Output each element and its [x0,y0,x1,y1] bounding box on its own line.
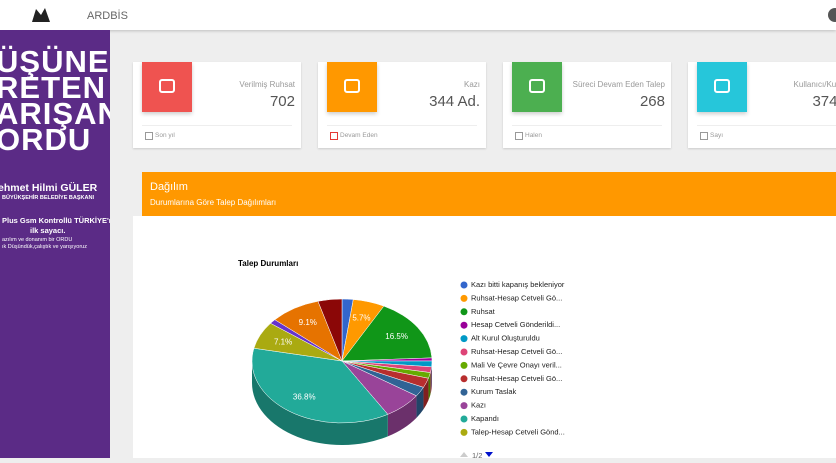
legend-prev [460,452,468,457]
legend-label: Mali Ve Çevre Onayı veril... [471,360,562,369]
card-label: Kazı [464,80,480,89]
legend-label: Kurum Taslak [471,387,517,396]
slice-label: 5.7% [352,314,370,323]
card-footer-icon [330,132,338,140]
slogan-line: ORDU [0,122,91,158]
stat-card[interactable]: Süreci Devam Eden Talep 268 Halen [503,62,671,148]
card-icon [697,62,747,112]
card-footer-icon [700,132,708,140]
legend-label: Alt Kurul Oluşturuldu [471,334,540,343]
legend-label: Ruhsat-Hesap Cetveli Gö... [471,347,562,356]
panel-title: Dağılım [150,181,188,193]
legend-label: Talep-Hesap Cetveli Gönd... [471,427,565,436]
card-footer: Halen [525,132,542,139]
person-name: ehmet Hilmi GÜLER [0,182,97,194]
sidebar: ÜŞÜNENRETENARIŞANORDUehmet Hilmi GÜLERBÜ… [0,30,110,458]
stat-card[interactable]: Kazı 344 Ad. Devam Eden [318,62,486,148]
legend-label: Hesap Cetveli Gönderildi... [471,320,560,329]
slice-label: 36.8% [293,392,316,401]
card-value: 268 [640,93,665,110]
card-icon [327,62,377,112]
logo[interactable] [30,6,52,24]
icon-glyph [327,62,377,112]
panel-subtitle: Durumlarına Göre Talep Dağılımları [150,198,276,207]
card-divider [697,125,836,126]
card-divider [512,125,662,126]
legend-page[interactable]: 1/2 [472,451,482,458]
legend-label: Ruhsat-Hesap Cetveli Gö... [471,374,562,383]
card-value: 374/4 [812,93,836,110]
legend-swatch [461,402,468,409]
card-footer: Devam Eden [340,132,378,139]
pie-chart: Talep Durumları 5.7% 16.5% 36.8% 7.1% 9.1% Kaz… [133,216,836,458]
legend-swatch [461,429,468,436]
slice-label: 9.1% [299,318,317,327]
card-value: 702 [270,93,295,110]
legend-swatch [461,416,468,423]
sidebar-text: azılım ve donanım bir ORDU [2,237,72,243]
card-label: Verilmiş Ruhsat [239,80,295,89]
card-label: Süreci Devam Eden Talep [573,80,665,89]
legend-next[interactable] [485,452,493,457]
legend-swatch [461,282,468,289]
legend-swatch [461,349,468,356]
sidebar-text: ilk sayacı. [30,226,65,235]
card-value: 344 Ad. [429,93,480,110]
legend-label: Kazı bitti kapanış bekleniyor [471,280,565,289]
card-footer-icon [145,132,153,140]
top-bar: ARDBİS [0,0,836,30]
icon-glyph [142,62,192,112]
icon-glyph [697,62,747,112]
card-icon [142,62,192,112]
stat-card[interactable]: Kullanıcı/Kurum 374/4 Sayı [688,62,836,148]
card-divider [142,125,292,126]
chart-title: Talep Durumları [238,259,298,268]
app-name[interactable]: ARDBİS [87,10,128,22]
stat-card[interactable]: Verilmiş Ruhsat 702 Son yıl [133,62,301,148]
slice-label: 7.1% [274,337,292,346]
legend-swatch [461,375,468,382]
sidebar-text: ık Düşündük,çalıştık ve yarışıyoruz [2,244,87,250]
card-footer: Son yıl [155,132,175,139]
card-divider [327,125,477,126]
legend-swatch [461,335,468,342]
card-footer-icon [515,132,523,140]
legend-label: Kapandı [471,414,499,423]
legend-swatch [461,362,468,369]
panel-header: Dağılım Durumlarına Göre Talep Dağılımla… [142,172,836,216]
icon-glyph [512,62,562,112]
legend-label: Kazı [471,401,486,410]
legend-label: Ruhsat [471,307,496,316]
legend-swatch [461,308,468,315]
panel-body: Talep Durumları 5.7% 16.5% 36.8% 7.1% 9.1% Kaz… [133,216,836,458]
person-role: BÜYÜKŞEHİR BELEDİYE BAŞKANI [2,195,94,201]
legend-swatch [461,322,468,329]
sidebar-text: Plus Gsm Kontrollü TÜRKİYE'nin [2,216,110,225]
user-avatar[interactable] [828,8,836,22]
slice-label: 16.5% [385,332,408,341]
card-label: Kullanıcı/Kurum [794,80,836,89]
card-icon [512,62,562,112]
legend-label: Ruhsat-Hesap Cetveli Gö... [471,293,562,302]
legend-swatch [461,389,468,396]
card-footer: Sayı [710,132,723,139]
legend-swatch [461,295,468,302]
